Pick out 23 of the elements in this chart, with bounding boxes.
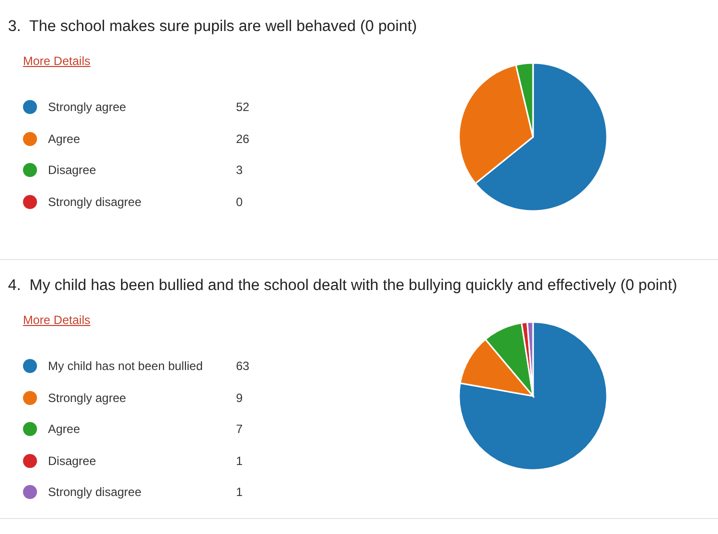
legend-label: Agree (48, 132, 80, 146)
legend-label: Strongly disagree (48, 485, 142, 499)
text: More Details (23, 54, 90, 68)
data-label: 1 (236, 485, 243, 499)
data-label: 1 (236, 454, 243, 468)
data-label: 52 (236, 100, 250, 114)
chart-title: 3. The school makes sure pupils are well behaved (0 point) (8, 18, 417, 36)
data-label: 9 (236, 390, 243, 404)
data-label: 26 (236, 132, 250, 146)
data-label: 63 (236, 359, 250, 373)
legend-label: Strongly agree (48, 100, 126, 114)
pie-slice (458, 321, 608, 471)
legend-label: My child has not been bullied (48, 359, 203, 373)
legend-label: Disagree (48, 163, 96, 177)
legend-label: Disagree (48, 454, 96, 468)
data-label: 3 (236, 163, 243, 177)
text: More Details (23, 313, 90, 327)
text: 0 (236, 194, 243, 208)
legend-label: Strongly disagree (48, 194, 142, 208)
legend-label: Strongly agree (48, 390, 126, 404)
data-label: 7 (236, 422, 243, 436)
chart-title: 4. My child has been bullied and the school dealt with the bullying quickly and effectively (0 point) (8, 277, 678, 295)
legend-label: Agree (48, 422, 80, 436)
